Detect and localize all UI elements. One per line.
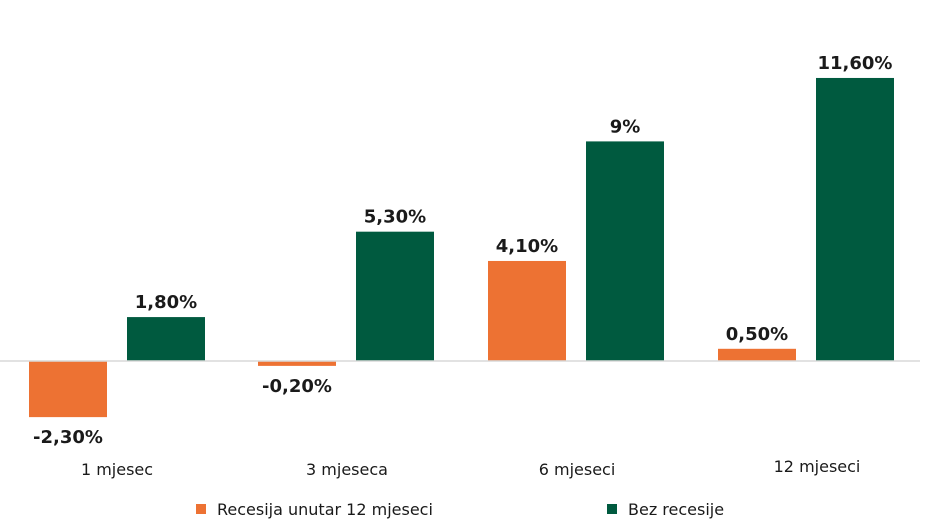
category-labels-group: 1 mjesec 3 mjeseca 6 mjeseci 12 mjeseci (81, 457, 860, 479)
value-label-bez-recesije-1: 5,30% (364, 207, 426, 228)
legend-swatch-bez-recesije (607, 504, 617, 514)
value-labels-group: -2,30% -0,20% 4,10% 0,50% 1,80% 5,30% 9% 11,60% (33, 53, 892, 448)
legend-label-recesija: Recesija unutar 12 mjeseci (217, 500, 433, 519)
value-label-bez-recesije-3: 11,60% (818, 53, 893, 74)
value-label-bez-recesije-0: 1,80% (135, 292, 197, 313)
bar-recesija-1 (258, 361, 336, 366)
bar-recesija-0 (29, 361, 107, 418)
legend: Recesija unutar 12 mjeseci Bez recesije (196, 500, 724, 519)
bars-group (29, 77, 894, 418)
category-label-1: 3 mjeseca (306, 460, 388, 479)
value-label-recesija-1: -0,20% (262, 376, 332, 397)
bar-bez-recesije-1 (356, 231, 434, 361)
value-label-recesija-3: 0,50% (726, 324, 788, 345)
category-label-2: 6 mjeseci (539, 460, 616, 479)
legend-label-bez-recesije: Bez recesije (628, 500, 724, 519)
bar-bez-recesije-0 (127, 317, 205, 361)
value-label-bez-recesije-2: 9% (610, 116, 641, 137)
category-label-0: 1 mjesec (81, 460, 153, 479)
bar-recesija-2 (488, 260, 566, 361)
value-label-recesija-2: 4,10% (496, 236, 558, 257)
bar-bez-recesije-3 (816, 77, 894, 362)
bar-bez-recesije-2 (586, 141, 664, 361)
category-label-3: 12 mjeseci (774, 457, 861, 476)
bar-recesija-3 (718, 348, 796, 361)
value-label-recesija-0: -2,30% (33, 427, 103, 448)
legend-swatch-recesija (196, 504, 206, 514)
